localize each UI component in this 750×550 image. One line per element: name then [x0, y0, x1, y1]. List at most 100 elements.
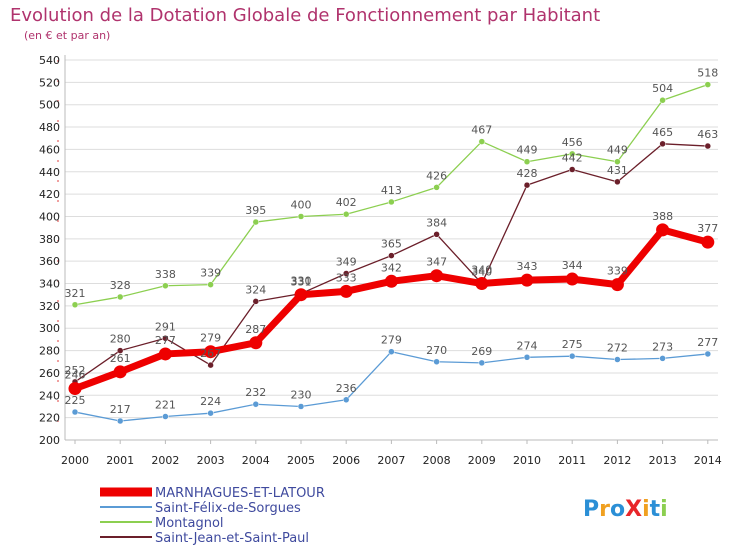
- data-point: [659, 355, 666, 362]
- data-labels: 321 328 338 339 395 400 402 413 426 467 449 456 449 5…: [65, 67, 719, 416]
- data-label: 347: [426, 256, 447, 269]
- data-point: [252, 400, 260, 408]
- data-point: [162, 282, 169, 290]
- data-point: [207, 409, 214, 417]
- x-tick-label: 2014: [694, 454, 722, 467]
- data-point: [116, 347, 124, 354]
- y-tick-label: 340: [39, 278, 60, 291]
- x-tick-label: 2011: [558, 454, 586, 467]
- data-label: 349: [336, 255, 357, 268]
- data-point: [610, 278, 624, 292]
- y-tick-label: 480: [39, 121, 60, 134]
- data-point: [207, 361, 214, 369]
- chart-subtitle: (en € et par an): [24, 29, 110, 42]
- data-label: 344: [562, 259, 583, 272]
- data-label: 384: [426, 216, 447, 229]
- data-label: 270: [426, 344, 447, 357]
- data-label: 287: [245, 323, 266, 336]
- legend-item: Saint-Jean-et-Saint-Paul: [100, 531, 309, 546]
- data-point: [614, 158, 621, 165]
- data-label: 328: [110, 279, 131, 292]
- data-point: [478, 359, 486, 367]
- data-point: [339, 284, 353, 298]
- data-label: 230: [291, 388, 312, 401]
- data-point: [568, 150, 576, 158]
- proxiti-logo: ProXiti: [583, 497, 668, 522]
- data-label: 232: [245, 386, 266, 399]
- data-label: 221: [155, 399, 176, 412]
- data-point: [384, 274, 398, 288]
- data-point: [523, 181, 531, 189]
- data-point: [342, 270, 350, 277]
- data-label: 236: [336, 382, 357, 395]
- x-tick-label: 2005: [287, 454, 315, 467]
- data-label: 269: [471, 345, 492, 358]
- data-label: 279: [381, 334, 402, 347]
- x-tick-label: 2013: [649, 454, 677, 467]
- data-point: [68, 382, 82, 396]
- data-point: [614, 356, 621, 363]
- series-montagnol: [71, 81, 712, 309]
- data-point: [252, 218, 260, 226]
- data-label: 272: [607, 342, 628, 355]
- legend-item: Saint-Félix-de-Sorgues: [100, 501, 301, 516]
- legend-label: MARNHAGUES-ET-LATOUR: [155, 486, 325, 501]
- x-tick-label: 2010: [513, 454, 541, 467]
- data-point: [162, 335, 169, 342]
- data-label: 246: [65, 369, 86, 382]
- y-tick-label: 460: [39, 143, 60, 156]
- data-label: 342: [381, 261, 402, 274]
- data-label: 504: [652, 82, 673, 95]
- data-label: 339: [607, 265, 628, 278]
- data-label: 428: [517, 167, 538, 180]
- y-tick-label: 300: [39, 322, 60, 335]
- y-tick-label: 420: [39, 188, 60, 201]
- data-point: [523, 354, 531, 361]
- x-tick-label: 2006: [332, 454, 360, 467]
- x-tick-label: 2007: [377, 454, 405, 467]
- data-label: 274: [517, 339, 538, 352]
- data-label: 456: [562, 136, 583, 149]
- data-point: [71, 301, 79, 309]
- data-point: [294, 288, 308, 302]
- data-label: 333: [336, 271, 357, 284]
- data-point: [158, 347, 172, 361]
- data-label: 400: [291, 198, 312, 211]
- y-tick-label: 280: [39, 345, 60, 358]
- y-tick-label: 500: [39, 99, 60, 112]
- data-point: [478, 138, 486, 145]
- logo-text: ProXiti: [583, 497, 668, 522]
- data-point: [433, 184, 440, 191]
- legend-label: Montagnol: [155, 516, 224, 531]
- data-label: 277: [697, 336, 718, 349]
- data-point: [704, 81, 712, 88]
- series-saint-f-lix-de-sorgues: [71, 348, 712, 425]
- data-label: 267: [200, 347, 221, 360]
- data-label: 431: [607, 164, 628, 177]
- data-point: [659, 96, 666, 104]
- data-label: 273: [652, 340, 673, 353]
- data-label: 217: [110, 403, 131, 416]
- legend-label: Saint-Jean-et-Saint-Paul: [155, 531, 309, 546]
- data-point: [520, 273, 534, 287]
- y-tick-label: 440: [39, 166, 60, 179]
- y-tick-label: 200: [39, 434, 60, 447]
- data-point: [113, 365, 127, 379]
- data-label: 377: [697, 222, 718, 235]
- y-tick-label: 520: [39, 76, 60, 89]
- legend-label: Saint-Félix-de-Sorgues: [155, 501, 301, 516]
- x-tick-label: 2009: [468, 454, 496, 467]
- data-label: 388: [652, 210, 673, 223]
- data-label: 340: [471, 264, 492, 277]
- data-label: 324: [245, 283, 266, 296]
- data-label: 225: [65, 394, 86, 407]
- x-tick-label: 2001: [106, 454, 134, 467]
- x-tick-label: 2003: [197, 454, 225, 467]
- data-point: [568, 352, 576, 360]
- data-point: [116, 293, 124, 301]
- series-layer: [68, 81, 715, 425]
- data-label: 321: [65, 287, 86, 300]
- data-label: 413: [381, 184, 402, 197]
- y-tick-label: 220: [39, 412, 60, 425]
